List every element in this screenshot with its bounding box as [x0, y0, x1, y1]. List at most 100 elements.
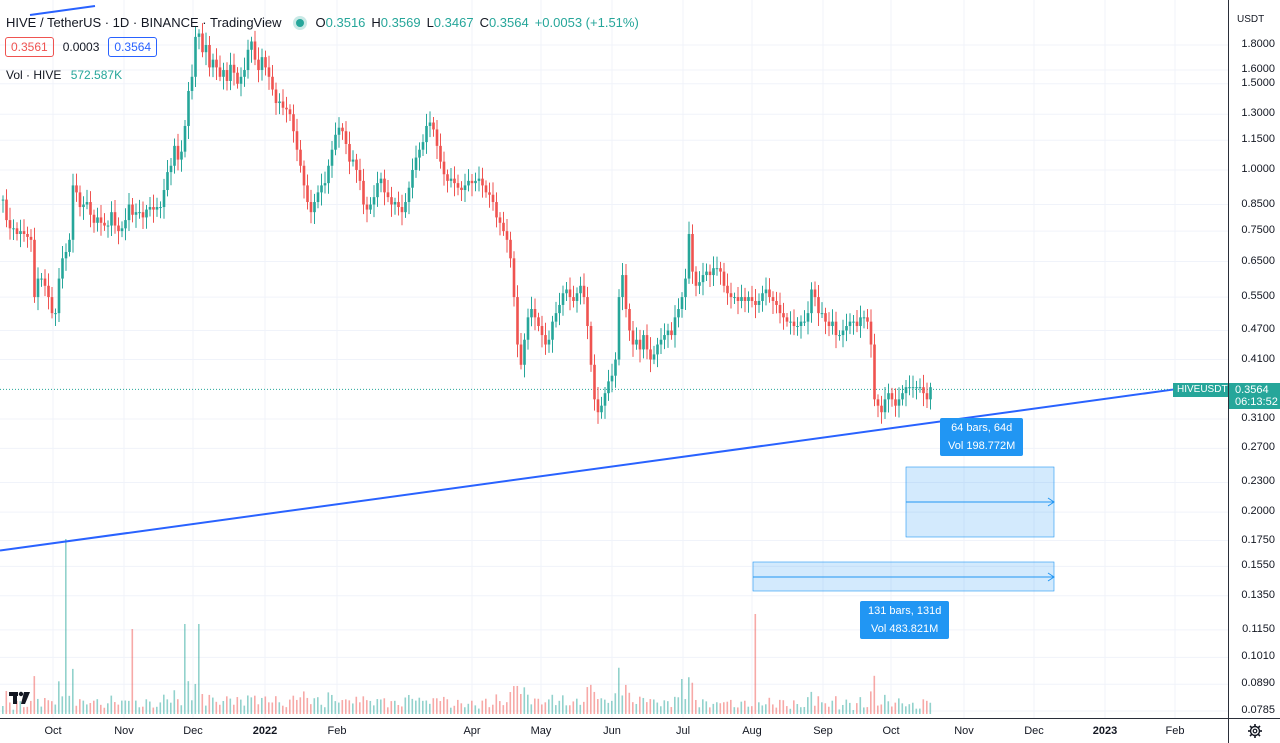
- volume-bar: [481, 700, 484, 714]
- volume-bar: [712, 703, 715, 714]
- volume-bar: [436, 698, 438, 714]
- volume-bar: [474, 705, 477, 714]
- candle: [771, 291, 775, 315]
- currency-label[interactable]: USDT: [1237, 14, 1265, 25]
- candle: [400, 194, 404, 226]
- ohlc-open-value: 0.3516: [325, 15, 366, 30]
- candle: [330, 141, 334, 178]
- volume-bar: [166, 699, 169, 714]
- candle: [246, 39, 250, 79]
- candle: [607, 369, 610, 401]
- candle: [561, 285, 565, 316]
- candle: [463, 173, 467, 202]
- candle: [470, 174, 474, 197]
- candle: [799, 315, 803, 339]
- candle: [358, 158, 362, 191]
- volume-bar: [719, 703, 722, 714]
- candle: [656, 337, 659, 368]
- volume-bar: [233, 704, 235, 714]
- candle: [519, 332, 523, 370]
- volume-bar: [768, 697, 771, 714]
- volume-bar: [821, 702, 823, 714]
- volume-bar: [534, 698, 536, 714]
- price-tick-label: 1.3000: [1241, 107, 1275, 120]
- candle: [810, 282, 813, 323]
- buy-price-button[interactable]: 0.3564: [108, 37, 158, 57]
- volume-bar: [324, 707, 326, 714]
- candle: [229, 52, 232, 91]
- volume-bar: [191, 700, 193, 714]
- volume-bar: [306, 697, 309, 714]
- volume-legend[interactable]: Vol · HIVE 572.587K: [6, 68, 122, 82]
- candle: [243, 57, 246, 87]
- candle: [393, 197, 397, 215]
- volume-bar: [75, 705, 78, 714]
- volume-bar: [278, 702, 281, 714]
- volume-bar: [310, 704, 312, 714]
- volume-bar: [219, 704, 221, 714]
- volume-bar: [429, 703, 431, 714]
- candle: [379, 172, 383, 193]
- tradingview-logo-icon[interactable]: [8, 688, 32, 706]
- volume-bar: [352, 703, 354, 714]
- candle: [36, 267, 40, 311]
- candle: [12, 219, 15, 240]
- candle: [502, 211, 505, 236]
- candle: [754, 288, 757, 319]
- candle: [897, 387, 901, 418]
- candle: [134, 203, 138, 228]
- volume-bar: [369, 700, 372, 714]
- candle: [362, 168, 365, 215]
- volume-bar: [341, 700, 344, 714]
- candle: [904, 380, 908, 407]
- volume-bars: [2, 539, 932, 714]
- candle: [344, 121, 348, 155]
- candle: [215, 48, 218, 81]
- volume-bar: [537, 698, 540, 714]
- candle: [425, 113, 428, 154]
- candle: [334, 122, 337, 156]
- candle: [141, 201, 145, 229]
- volume-bar: [495, 694, 498, 714]
- chart-pane[interactable]: HIVE / TetherUS · 1D · BINANCE · Trading…: [0, 0, 1228, 718]
- symbol-title[interactable]: HIVE / TetherUS · 1D · BINANCE · Trading…: [6, 15, 282, 30]
- candlestick-chart[interactable]: [0, 0, 1228, 718]
- volume-bar: [268, 702, 270, 714]
- candle: [827, 312, 831, 337]
- candle: [579, 276, 582, 305]
- price-tick-label: 0.5500: [1241, 290, 1275, 303]
- settings-corner: [1228, 718, 1280, 743]
- time-tick-label: May: [530, 725, 552, 737]
- candle: [876, 394, 880, 418]
- candle: [894, 388, 897, 417]
- candle: [922, 374, 925, 407]
- volume-bar: [901, 703, 904, 714]
- volume-bar: [79, 699, 81, 714]
- price-scale[interactable]: USDT 1.8000 1.6000 1.5000 1.3000 1.1500 1.000…: [1228, 0, 1280, 718]
- time-scale[interactable]: Oct Nov Dec 2022 Feb Apr May Jun Jul Aug Sep Oct Nov…: [0, 718, 1228, 743]
- volume-bar: [82, 700, 85, 714]
- volume-bar: [334, 701, 337, 714]
- volume-bar: [54, 704, 57, 714]
- candle: [232, 53, 236, 86]
- sell-price-button[interactable]: 0.3561: [5, 37, 54, 57]
- volume-bar: [443, 696, 445, 714]
- candle: [281, 89, 285, 116]
- volume-bar: [576, 698, 578, 714]
- measure-tooltip: 131 bars, 131d Vol 483.821M: [860, 601, 950, 639]
- candle: [488, 182, 491, 208]
- volume-bar: [131, 629, 134, 714]
- candle: [736, 286, 740, 315]
- volume-bar: [555, 705, 557, 714]
- candle: [96, 207, 99, 232]
- time-tick-label: Oct: [882, 725, 900, 737]
- volume-bar: [705, 701, 708, 714]
- gear-icon[interactable]: [1247, 723, 1263, 739]
- volume-bar: [96, 699, 99, 714]
- volume-bar: [579, 704, 582, 714]
- candle: [253, 30, 257, 66]
- candle: [551, 315, 554, 353]
- time-tick-label: 2023: [1092, 725, 1118, 737]
- time-tick-label: 2022: [252, 725, 278, 737]
- volume-bar: [250, 697, 253, 714]
